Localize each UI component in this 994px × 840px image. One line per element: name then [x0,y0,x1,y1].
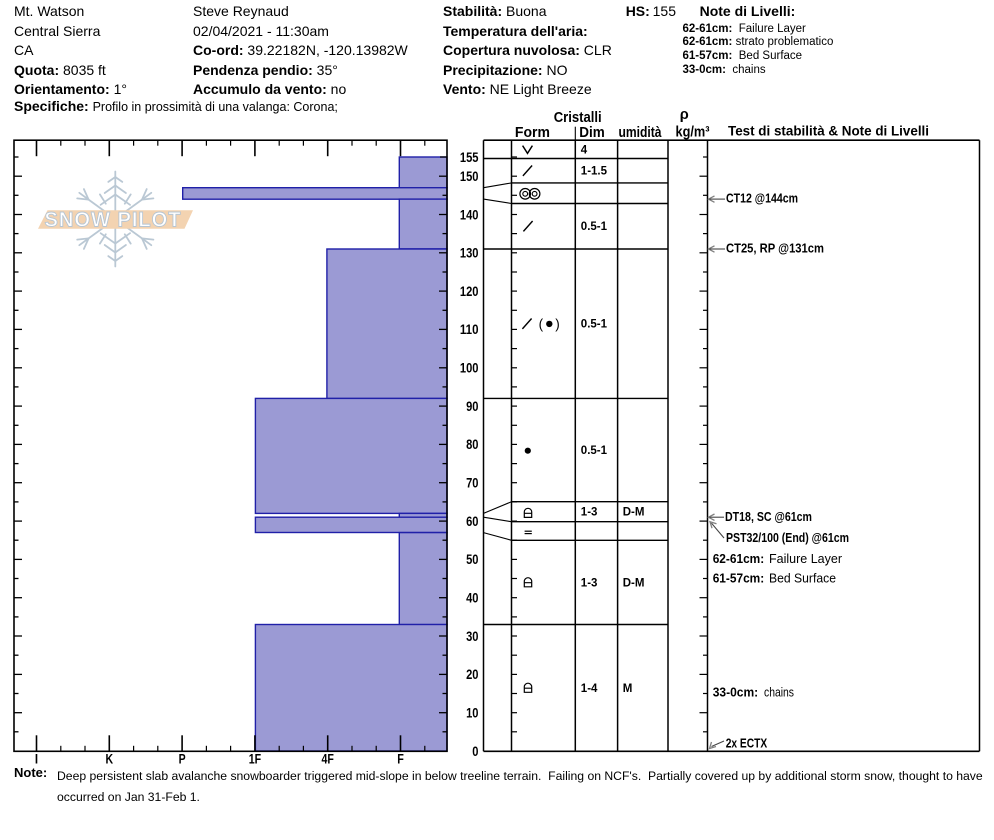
svg-text:100: 100 [460,361,479,376]
svg-text:1-4: 1-4 [581,683,598,695]
svg-text:ρ: ρ [680,107,689,123]
svg-text:D-M: D-M [623,507,645,519]
svg-text:umidità: umidità [619,125,663,141]
svg-text:140: 140 [460,207,479,222]
svg-text:155: 155 [460,150,479,165]
svg-text:Form: Form [515,125,550,141]
svg-text:chains: chains [764,685,794,699]
svg-text:0.5-1: 0.5-1 [581,445,608,457]
svg-text:D-M: D-M [623,577,645,589]
svg-text:M: M [623,683,633,695]
svg-text:1-1.5: 1-1.5 [581,166,608,178]
svg-text:40: 40 [466,591,478,606]
svg-text:33-0cm:: 33-0cm: [713,685,759,699]
svg-text:): ) [555,317,560,332]
svg-text:120: 120 [460,284,479,299]
svg-text:Cristalli: Cristalli [554,110,602,126]
svg-text:50: 50 [466,552,478,567]
svg-text:Test di stabilità & Note di Li: Test di stabilità & Note di Livelli [728,123,929,139]
svg-text:30: 30 [466,629,478,644]
svg-text:80: 80 [466,437,478,452]
svg-text:62-61cm:: 62-61cm: [713,552,765,566]
svg-text:CT12 @144cm: CT12 @144cm [726,192,798,206]
svg-text:I: I [35,752,38,767]
svg-text:1-3: 1-3 [581,507,598,519]
svg-text:10: 10 [466,706,478,721]
svg-text:Dim: Dim [579,125,605,141]
svg-text:110: 110 [460,322,479,337]
svg-text:kg/m³: kg/m³ [676,125,710,141]
svg-text:F: F [397,752,404,767]
svg-text:1F: 1F [249,752,261,767]
svg-text:20: 20 [466,667,478,682]
svg-text:Bed Surface: Bed Surface [769,571,836,585]
svg-text:0: 0 [472,744,478,759]
svg-text:130: 130 [460,246,479,261]
svg-text:61-57cm:: 61-57cm: [713,571,765,585]
svg-text:60: 60 [466,514,478,529]
svg-text:0.5-1: 0.5-1 [581,319,608,331]
svg-text:CT25, RP @131cm: CT25, RP @131cm [726,242,824,256]
svg-text:90: 90 [466,399,478,414]
svg-text:150: 150 [460,169,479,184]
svg-text:P: P [179,752,186,767]
svg-text:DT18, SC @61cm: DT18, SC @61cm [725,510,812,524]
svg-text:PST32/100 (End) @61cm: PST32/100 (End) @61cm [726,531,849,545]
svg-text:4: 4 [581,144,588,156]
svg-text:0.5-1: 0.5-1 [581,221,608,233]
svg-text:Failure Layer: Failure Layer [769,552,842,566]
svg-text:K: K [106,752,114,767]
svg-text:2x ECTX: 2x ECTX [726,736,768,750]
svg-text:1-3: 1-3 [581,577,598,589]
svg-text:SNOW PILOT: SNOW PILOT [45,208,182,232]
svg-text:70: 70 [466,476,478,491]
svg-text:(: ( [539,317,544,332]
svg-text:4F: 4F [322,752,334,767]
